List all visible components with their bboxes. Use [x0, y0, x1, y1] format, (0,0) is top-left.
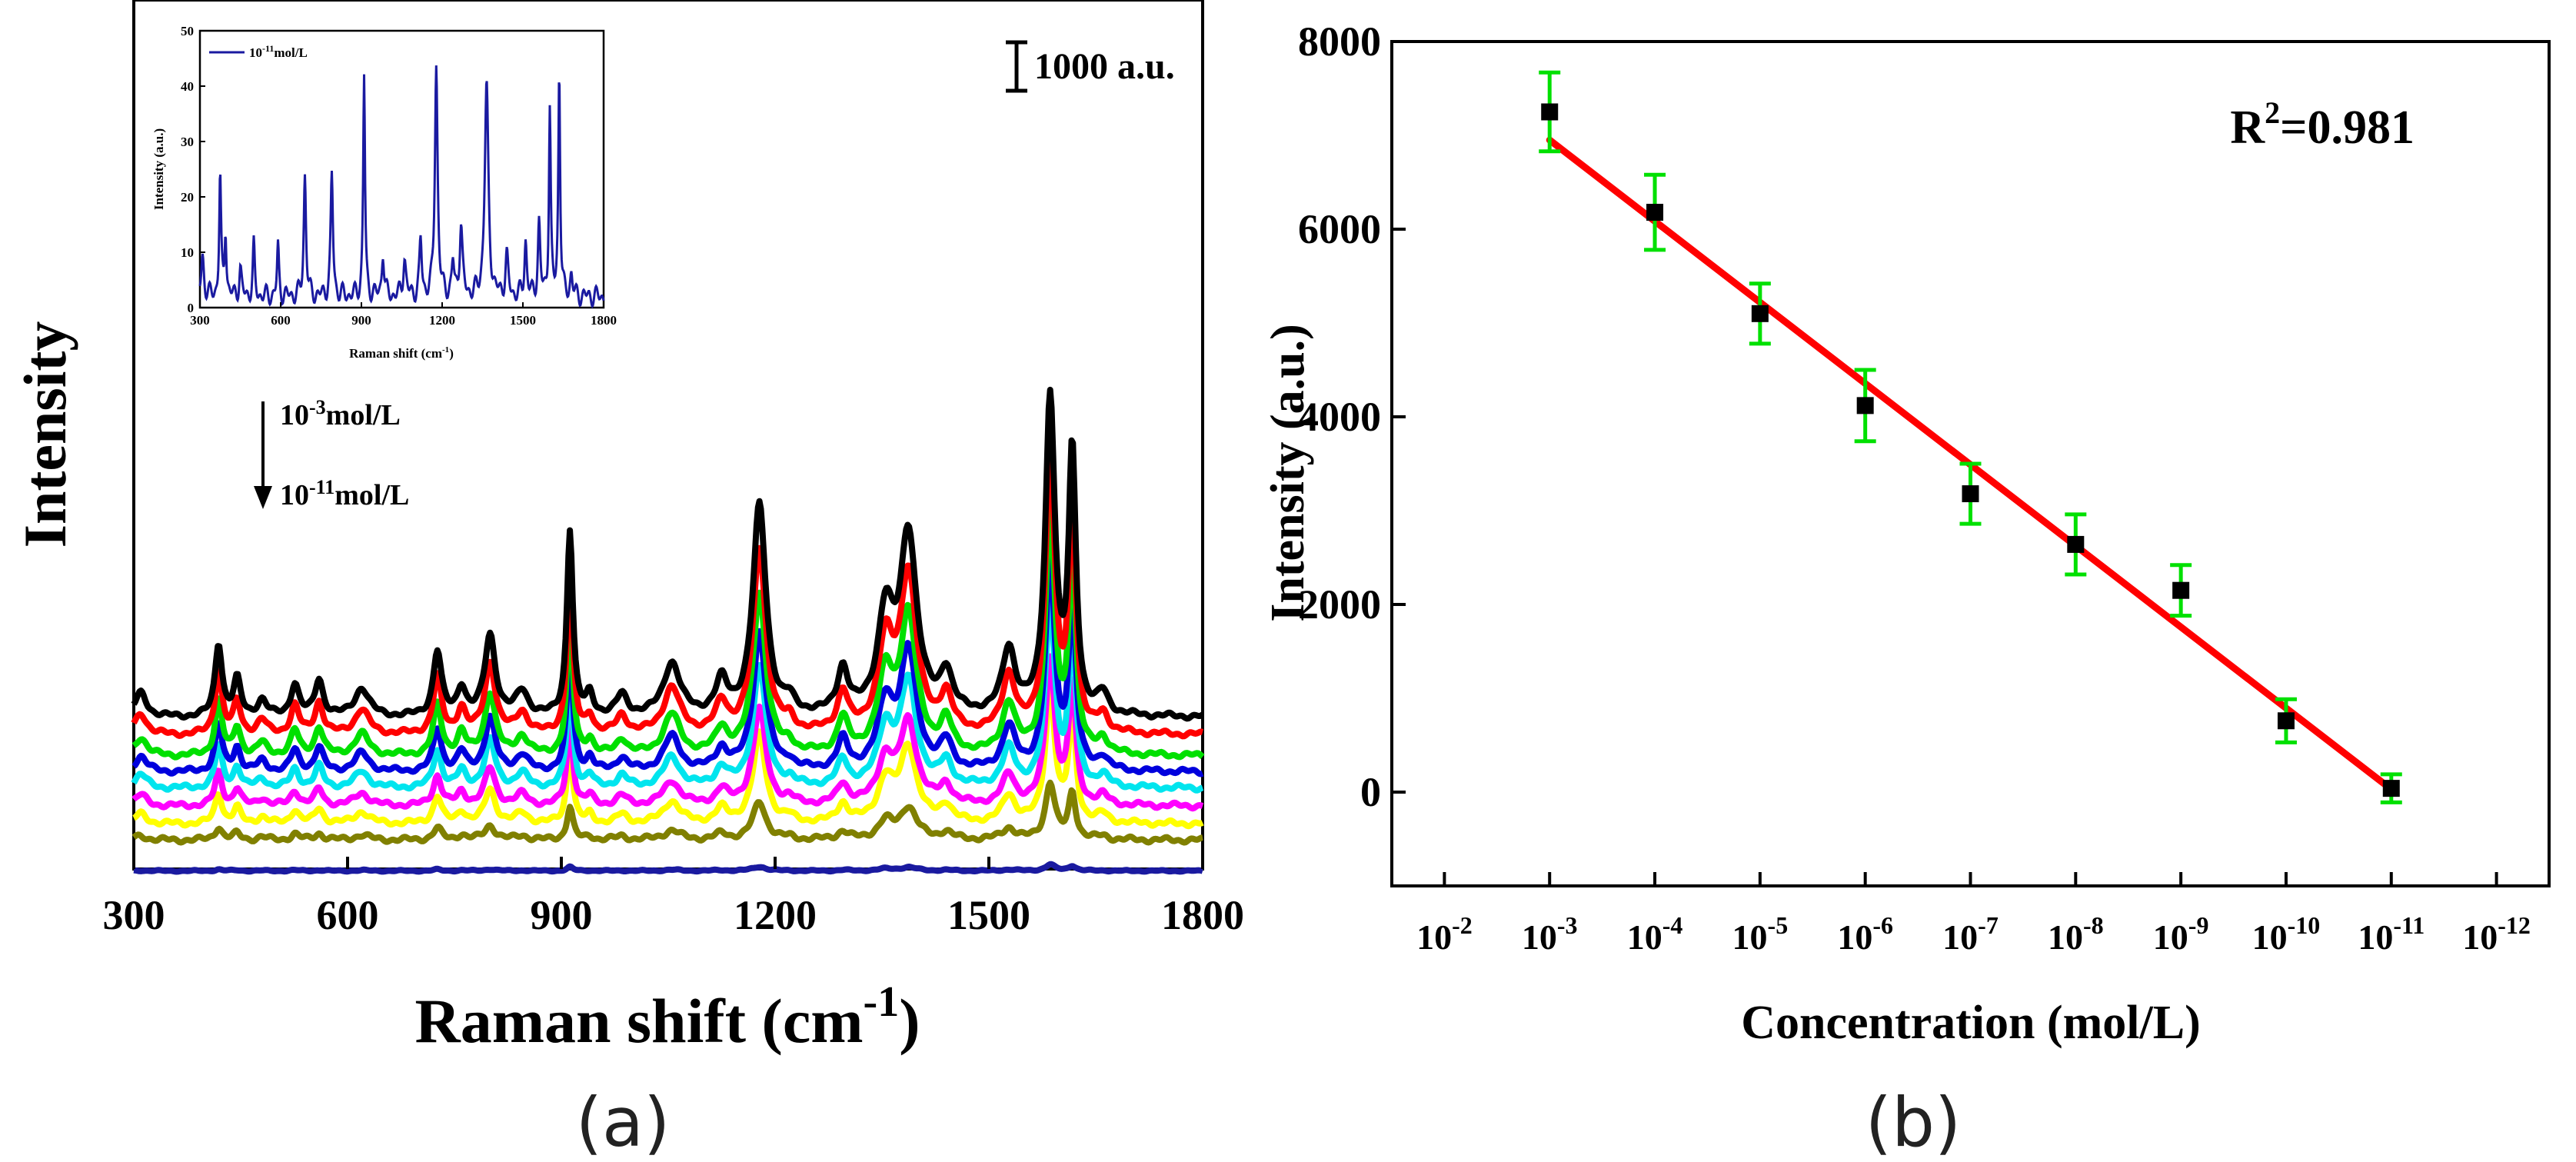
inset-x-tick-label: 600 [271, 313, 291, 328]
x-tick-label: 10-11 [2358, 911, 2425, 957]
panel-a-label: (a) [576, 1083, 671, 1162]
inset-x-tick-label: 1800 [591, 313, 617, 328]
x-tick-label: 10-12 [2462, 911, 2531, 957]
inset-x-tick-label: 1500 [510, 313, 536, 328]
spectrum-line [131, 653, 1205, 812]
panel-a-spectra-group [131, 386, 1205, 875]
inset-y-tick-label: 0 [188, 301, 195, 315]
arrow-top-label: 10-3mol/L [280, 396, 401, 431]
y-tick-label: 2000 [1298, 581, 1381, 628]
x-tick-label: 900 [531, 892, 593, 938]
spectrum-line [131, 498, 1205, 761]
inset-spectrum-group [198, 65, 605, 309]
inset-plot-frame [198, 29, 605, 309]
data-point [2067, 535, 2085, 553]
data-point [2382, 780, 2400, 797]
x-tick-label: 10-7 [1942, 911, 1999, 957]
inset-legend-label: 10-11mol/L [249, 43, 308, 60]
panel-a-xlabel: Raman shift (cm-1) [414, 978, 920, 1056]
inset-x-tick-label: 1200 [429, 313, 455, 328]
x-tick-label: 10-9 [2153, 911, 2209, 957]
data-point [1541, 103, 1559, 121]
x-tick-label: 10-4 [1627, 911, 1683, 957]
arrow-bottom-label: 10-11mol/L [280, 476, 409, 511]
y-tick-label: 4000 [1298, 394, 1381, 440]
inset-chart: 300 600 900 1200 1500 1800 0 10 20 30 40 50 10-11mo… [146, 5, 623, 366]
spectrum-line [131, 779, 1205, 846]
inset-xlabel: Raman shift (cm-1) [349, 345, 454, 361]
data-point [1751, 305, 1769, 322]
spectrum-line [131, 861, 1205, 875]
panel-b-x-ticks: 10-2 10-3 10-4 10-5 10-6 10-7 10-8 10-9 10-10 10-… [1416, 872, 2531, 957]
inset-ylabel: Intensity (a.u.) [151, 128, 166, 210]
scale-bar-label: 1000 a.u. [1034, 46, 1175, 87]
panel-b-xlabel: Concentration (mol/L) [1741, 997, 2201, 1049]
x-tick-label: 10-10 [2252, 911, 2321, 957]
data-point [1856, 397, 1874, 415]
inset-y-tick-label: 20 [181, 190, 194, 205]
x-tick-label: 10-8 [2048, 911, 2104, 957]
inset-y-tick-label: 50 [181, 24, 194, 38]
x-tick-label: 10-3 [1522, 911, 1578, 957]
spectrum-line [131, 386, 1205, 722]
x-tick-label: 10-5 [1732, 911, 1789, 957]
x-tick-label: 1500 [947, 892, 1030, 938]
inset-spectrum-line [198, 65, 605, 309]
y-tick-label: 0 [1360, 769, 1381, 815]
concentration-arrow: 10-3mol/L 10-11mol/L [254, 396, 409, 511]
x-tick-label: 10-2 [1416, 911, 1473, 957]
inset-background [146, 5, 623, 366]
panel-b-y-ticks: 0 2000 4000 6000 8000 [1298, 18, 1406, 815]
spectrum-line [131, 683, 1205, 830]
panel-b-label: (b) [1865, 1083, 1962, 1162]
inset-y-tick-label: 10 [181, 245, 194, 260]
inset-y-tick-label: 30 [181, 135, 194, 149]
panel-a-x-ticks: 300 600 900 1200 1500 1800 [103, 857, 1244, 938]
panel-b-points-group [1539, 70, 2402, 804]
data-point [2172, 581, 2190, 599]
x-tick-label: 1800 [1161, 892, 1244, 938]
r-squared-label: R2=0.981 [2230, 95, 2415, 154]
x-tick-label: 10-6 [1837, 911, 1893, 957]
inset-x-tick-label: 900 [351, 313, 371, 328]
x-tick-label: 600 [317, 892, 379, 938]
panel-b-ylabel: Intensity (a.u.) [1262, 324, 1314, 622]
panel-a-raman-spectra: 300 600 900 1200 1500 1800 Intensity Raman sh… [12, 0, 1244, 1162]
y-tick-label: 6000 [1298, 206, 1381, 252]
data-point [1962, 485, 1979, 503]
panel-a-ylabel: Intensity [12, 321, 78, 548]
x-tick-label: 1200 [734, 892, 817, 938]
spectrum-line [131, 595, 1205, 794]
inset-ticks: 300 600 900 1200 1500 1800 0 10 20 30 40 50 [181, 24, 617, 328]
inset-y-tick-label: 40 [181, 79, 194, 94]
spectrum-line [131, 550, 1205, 777]
x-tick-label: 300 [103, 892, 165, 938]
data-point [2277, 712, 2295, 730]
y-tick-label: 8000 [1298, 18, 1381, 65]
spectrum-line [131, 444, 1205, 740]
data-point [1646, 204, 1664, 221]
scale-bar: 1000 a.u. [1006, 40, 1175, 93]
inset-x-tick-label: 300 [190, 313, 210, 328]
